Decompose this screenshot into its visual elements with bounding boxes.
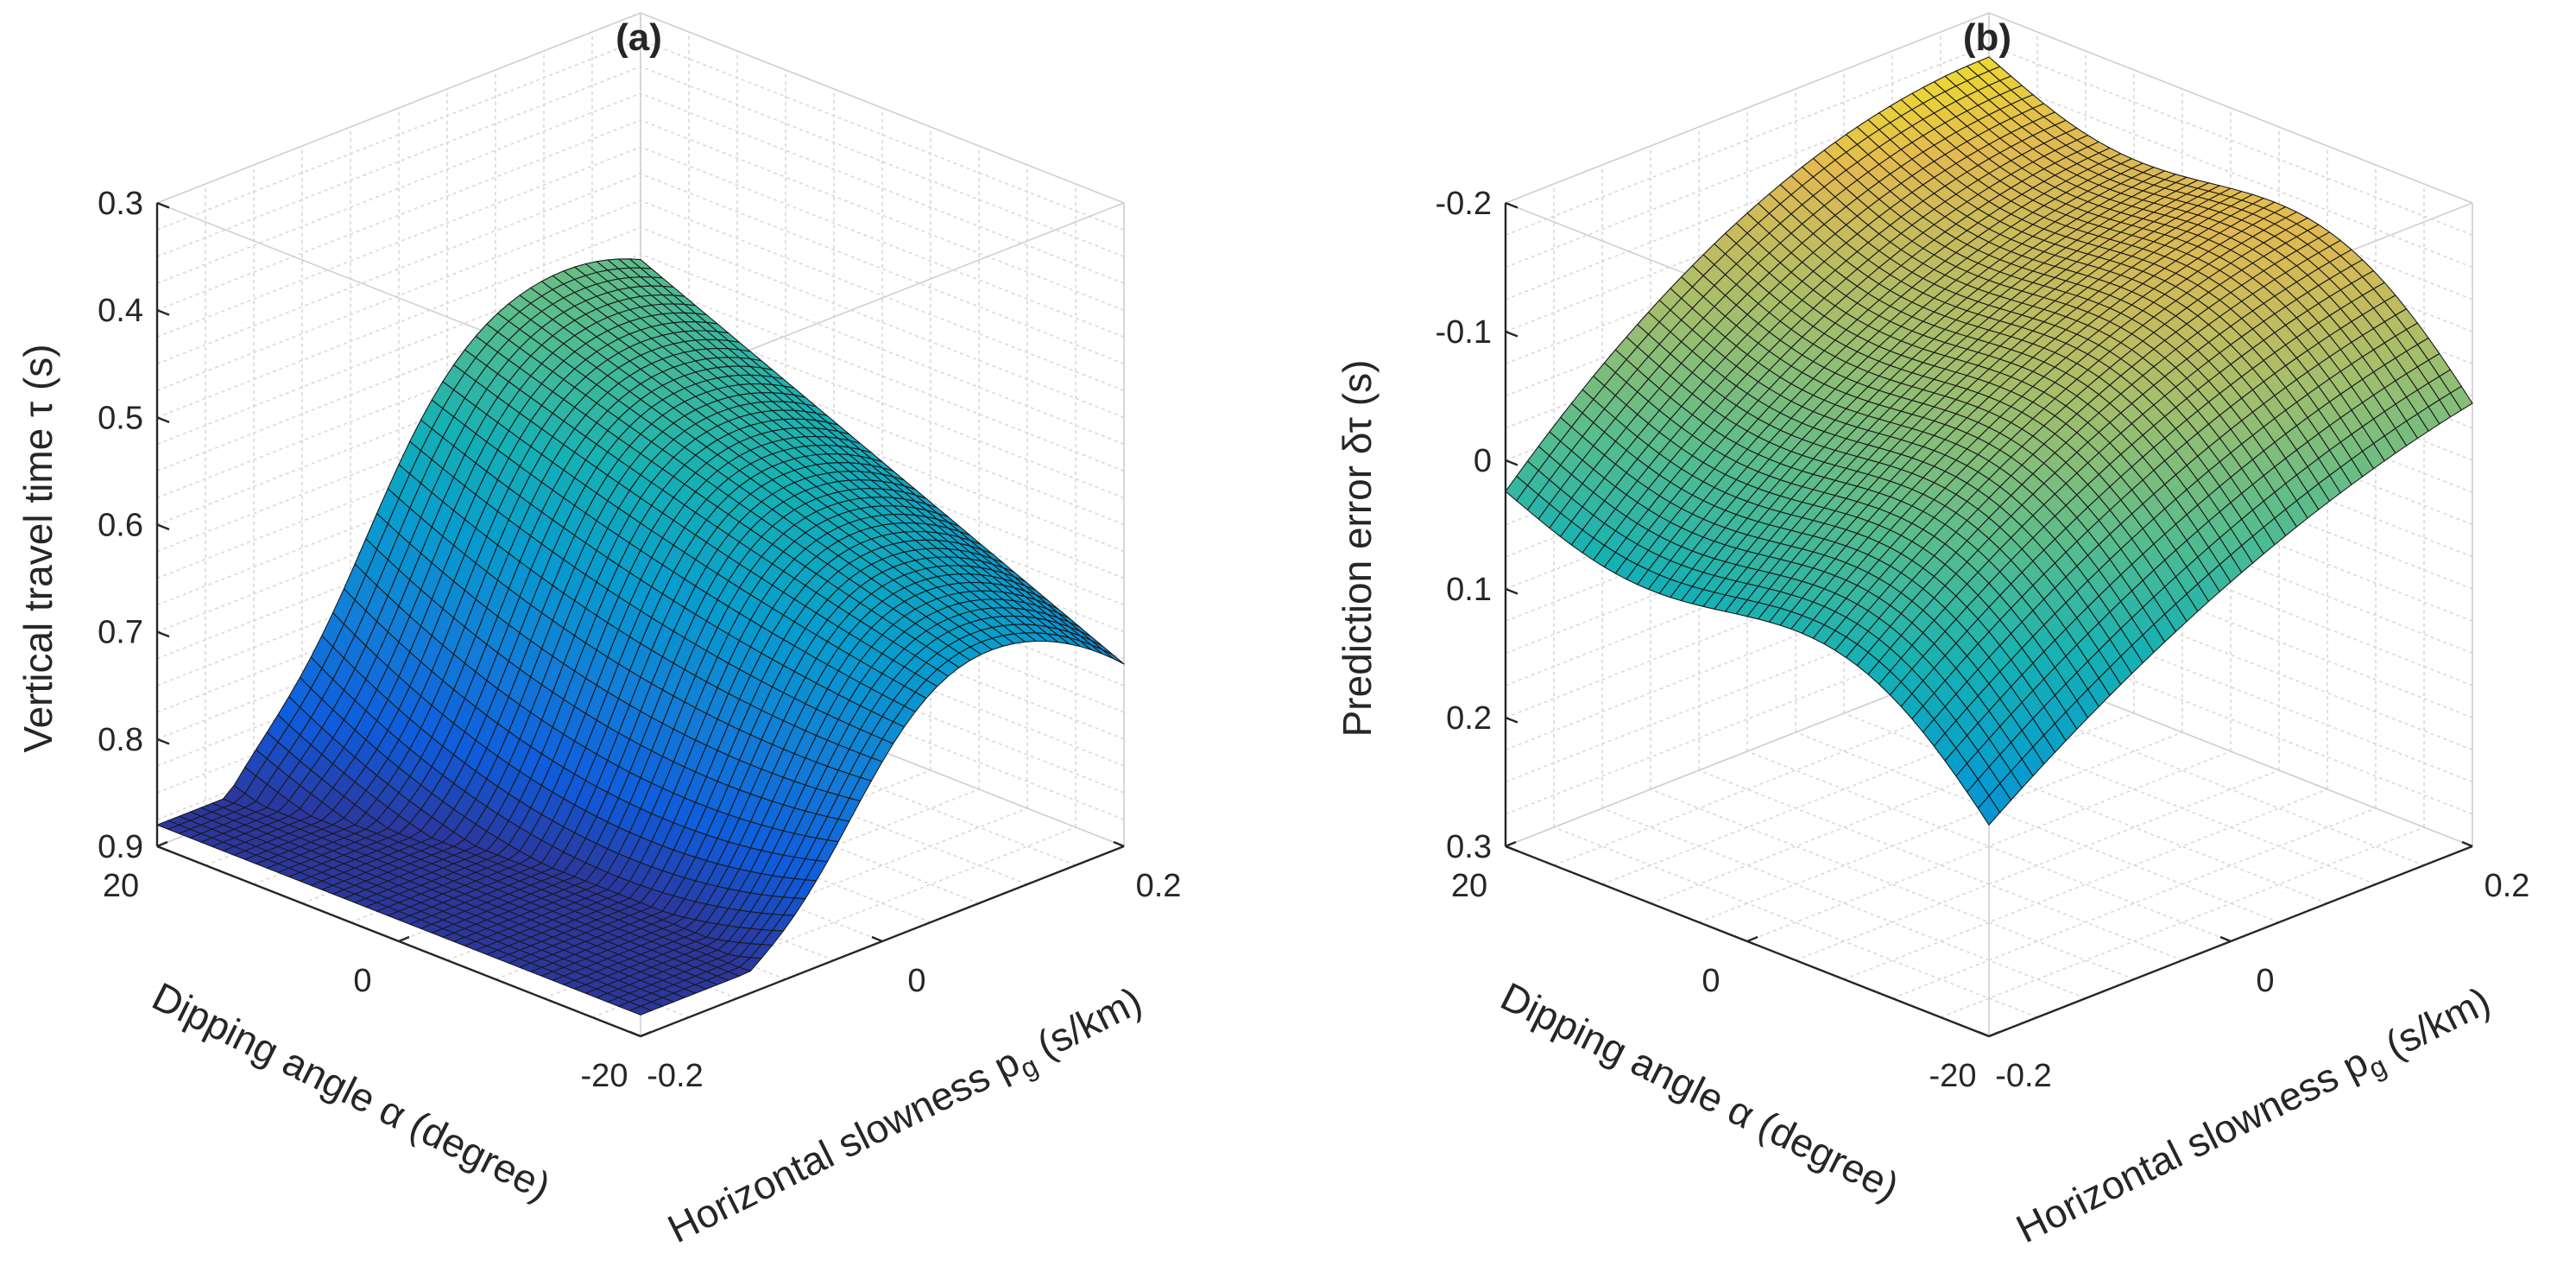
panel-a-p-tick-mark — [629, 1030, 641, 1038]
panel-a-z-tick-label: 0.3 — [98, 186, 143, 222]
panel-b-z-tick-mark — [1505, 587, 1518, 595]
panel-a-box-edge — [640, 12, 1125, 204]
panel-b-floor-grid-line — [1650, 788, 2135, 980]
panel-b-z-tick-mark — [1505, 459, 1518, 466]
panel-b-y-axis-label-main: Horizontal slowness p — [2009, 1039, 2375, 1251]
panel-a-y-axis-label-main: Horizontal slowness p — [660, 1039, 1026, 1251]
panel-a-z-tick-mark — [156, 630, 170, 638]
panel-b-p-tick-label: 0.2 — [2484, 868, 2530, 904]
panel-b-z-tick-label: 0 — [1474, 443, 1492, 479]
panel-a-y-axis-label: Horizontal slowness pg (s/km) — [660, 978, 1151, 1257]
panel-a-z-tick-label: 0.6 — [98, 508, 143, 544]
panel-b-alpha-tick-mark — [1746, 935, 1758, 943]
panel-b-p-tick-label: -0.2 — [1995, 1058, 2051, 1094]
panel-a-p-tick-mark — [1113, 840, 1125, 848]
panel-b-x-axis-label: Dipping angle α (degree) — [1494, 973, 1906, 1209]
panel-b-alpha-tick-label: 20 — [1451, 868, 1487, 904]
panel-a-z-tick-label: 0.8 — [98, 722, 143, 758]
panel-b-z-tick-mark — [1505, 330, 1518, 338]
panel-b-y-axis-label-units: (s/km) — [2369, 978, 2497, 1072]
panel-b-p-tick-label: 0 — [2256, 963, 2274, 999]
panel-b-floor-grid-line — [1553, 826, 2038, 1018]
panel-a-z-tick-mark — [156, 201, 170, 209]
panel-a-alpha-tick-mark — [398, 935, 410, 943]
panel-b-z-tick-label: 0.2 — [1446, 700, 1492, 737]
panel-b-p-tick-mark — [1978, 1030, 1990, 1038]
panel-a-p-tick-label: 0.2 — [1136, 868, 1182, 904]
panel-a-p-tick-mark — [871, 935, 883, 943]
panel-b-p-tick-mark — [2461, 840, 2473, 848]
panel-a-alpha-tick-mark — [156, 840, 168, 848]
panel-b-surface — [1505, 56, 2473, 826]
panel-a-title: (a) — [616, 16, 662, 59]
panel-a-z-tick-label: 0.4 — [98, 293, 143, 329]
panel-b: -0.2 -0.1 0 0.1 0.2 0.320 0 -20 -0.2 0 0.2 (b) Pre… — [1335, 12, 2530, 1257]
panel-b-alpha-tick-label: -20 — [1929, 1058, 1977, 1094]
panel-a-z-tick-label: 0.7 — [98, 615, 143, 651]
panel-b-floor-grid-line — [1940, 826, 2425, 1018]
panel-b-z-tick-mark — [1505, 201, 1518, 209]
panel-a-z-tick-label: 0.5 — [98, 400, 143, 436]
panel-b-z-tick-label: 0.3 — [1446, 829, 1492, 865]
panel-b-z-tick-label: -0.1 — [1436, 314, 1492, 351]
panel-a-z-tick-mark — [156, 309, 170, 316]
panel-a-alpha-tick-label: -20 — [581, 1058, 628, 1094]
panel-b-box-edge — [1988, 12, 2473, 204]
panel-a-axes: 0.3 0.4 0.5 0.6 0.7 0.8 0.920 0 -20 -0.2 0 0.2 — [98, 186, 1181, 1094]
panel-a-x-axis-label: Dipping angle α (degree) — [146, 973, 558, 1209]
panel-a-box-edge — [156, 12, 641, 204]
panel-b-z-axis-label: Prediction error δτ (s) — [1335, 360, 1380, 737]
panel-a-y-axis-label-units: (s/km) — [1020, 978, 1149, 1072]
panel-a-z-tick-mark — [156, 416, 170, 423]
panel-b-p-tick-mark — [2219, 935, 2232, 943]
panel-b-alpha-tick-mark — [1505, 840, 1517, 848]
panel-a-z-axis-label: Vertical travel time τ (s) — [16, 344, 60, 752]
panel-a-z-tick-mark — [156, 523, 170, 531]
panel-b-z-tick-label: -0.2 — [1436, 186, 1492, 222]
panel-b-floor-grid-line — [1843, 788, 2328, 980]
panel-b-y-axis-label: Horizontal slowness pg (s/km) — [2009, 978, 2499, 1257]
panel-b-alpha-tick-label: 0 — [1702, 963, 1720, 999]
panel-a-surface — [156, 258, 1125, 1016]
panel-a-alpha-tick-label: 0 — [353, 963, 371, 999]
panel-a-z-tick-label: 0.9 — [98, 829, 143, 865]
panel-a-surface-patch — [628, 1005, 653, 1016]
panel-b-axes: -0.2 -0.1 0 0.1 0.2 0.320 0 -20 -0.2 0 0.2 — [1436, 186, 2530, 1094]
panel-a-z-tick-mark — [156, 737, 170, 745]
panel-b-box-edge — [1505, 12, 1990, 204]
panel-b-z-tick-mark — [1505, 716, 1518, 724]
panel-a-p-tick-label: -0.2 — [647, 1058, 703, 1094]
panel-b-title: (b) — [1963, 16, 2011, 59]
panel-b-z-tick-label: 0.1 — [1446, 572, 1492, 608]
panel-a-p-tick-label: 0 — [907, 963, 925, 999]
panel-b-surface-patch — [1977, 794, 2001, 826]
panel-a-alpha-tick-label: 20 — [103, 868, 139, 904]
